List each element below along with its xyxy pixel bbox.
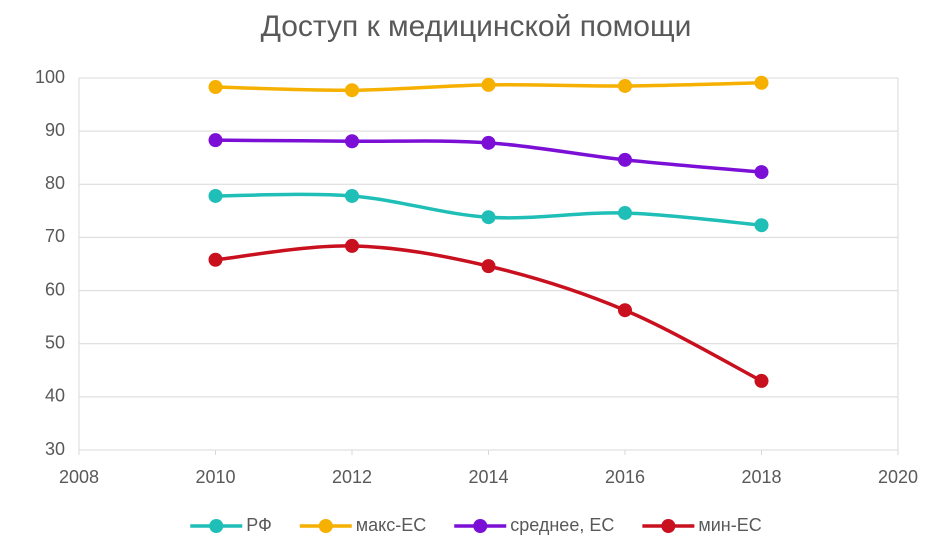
- x-tick-label: 2012: [332, 467, 372, 487]
- y-tick-label: 80: [45, 173, 65, 193]
- y-tick-label: 90: [45, 120, 65, 140]
- y-tick-label: 30: [45, 439, 65, 459]
- point: [754, 218, 769, 233]
- x-tick-label: 2010: [195, 467, 235, 487]
- point: [618, 205, 632, 220]
- x-tick-label: 2020: [878, 467, 918, 487]
- point: [754, 373, 769, 388]
- y-tick-label: 40: [45, 386, 65, 406]
- legend-swatch: [318, 519, 333, 533]
- point: [345, 188, 359, 203]
- legend-label: среднее, ЕС: [510, 515, 614, 535]
- y-tick-label: 100: [35, 67, 65, 87]
- point: [345, 83, 359, 98]
- x-tick-label: 2008: [59, 467, 99, 487]
- point: [618, 303, 632, 318]
- y-tick-label: 70: [45, 226, 65, 246]
- point: [208, 133, 223, 148]
- legend-swatch: [209, 519, 224, 533]
- legend-swatch: [473, 519, 488, 533]
- legend-label: мин-ЕС: [698, 515, 761, 535]
- legend-swatch: [661, 519, 676, 533]
- point: [345, 238, 359, 253]
- point: [208, 252, 223, 267]
- y-tick-label: 60: [45, 279, 65, 299]
- y-tick-label: 50: [45, 332, 65, 352]
- legend-label: РФ: [246, 515, 272, 535]
- point: [345, 134, 359, 149]
- point: [481, 259, 496, 274]
- point: [208, 80, 223, 95]
- point: [481, 210, 496, 225]
- point: [481, 135, 496, 150]
- point: [481, 77, 496, 92]
- x-tick-label: 2014: [468, 467, 508, 487]
- point: [618, 152, 632, 167]
- point: [754, 75, 769, 90]
- x-tick-label: 2016: [605, 467, 645, 487]
- chart-title: Доступ к медицинской помощи: [261, 10, 692, 43]
- point: [754, 165, 769, 180]
- point: [618, 78, 632, 93]
- x-tick-label: 2018: [741, 467, 781, 487]
- legend-label: макс-ЕС: [356, 515, 426, 535]
- point: [208, 188, 223, 203]
